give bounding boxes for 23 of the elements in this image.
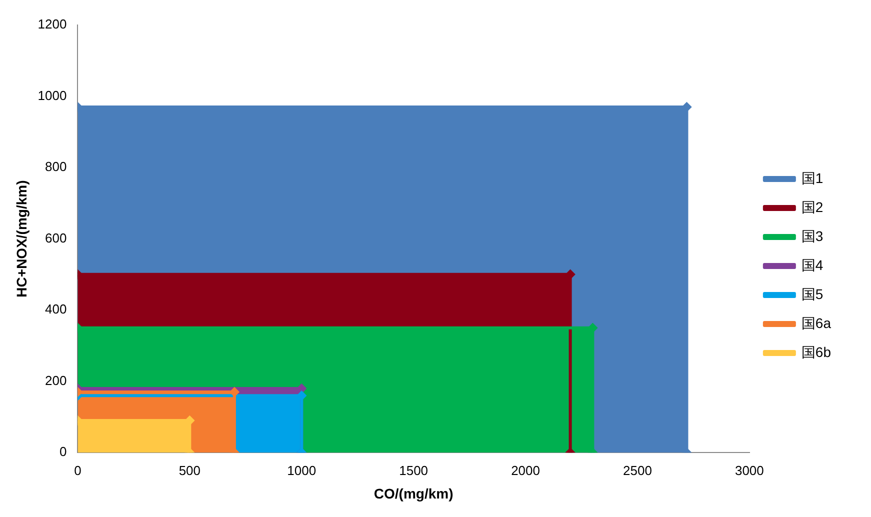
- legend-label: 国6b: [801, 344, 832, 360]
- y-tick-label: 800: [45, 159, 67, 174]
- legend-label: 国6a: [801, 314, 832, 331]
- x-tick-label: 2000: [511, 462, 540, 478]
- y-tick-label: 0: [59, 444, 67, 460]
- y-tick-label: 1200: [38, 16, 67, 32]
- x-tick-label: 2500: [623, 462, 652, 478]
- legend-label: 国4: [801, 256, 824, 273]
- legend-label: 国5: [801, 286, 824, 302]
- legend-label: 国1: [801, 170, 824, 186]
- x-axis-title: CO/(mg/km): [374, 485, 454, 502]
- x-tick-label: 0: [74, 462, 82, 478]
- x-tick-label: 500: [178, 462, 201, 478]
- legend-label: 国3: [801, 228, 824, 244]
- y-tick-label: 1000: [38, 88, 67, 103]
- y-tick-label: 400: [45, 302, 67, 317]
- y-tick-label: 200: [45, 372, 67, 388]
- legend-label: 国2: [801, 198, 824, 215]
- x-tick-label: 1500: [399, 462, 428, 478]
- x-tick-label: 3000: [734, 462, 764, 478]
- y-axis-title: HC+NOX/(mg/km): [13, 180, 30, 298]
- y-tick-label: 600: [45, 230, 67, 246]
- x-tick-label: 1000: [287, 462, 316, 478]
